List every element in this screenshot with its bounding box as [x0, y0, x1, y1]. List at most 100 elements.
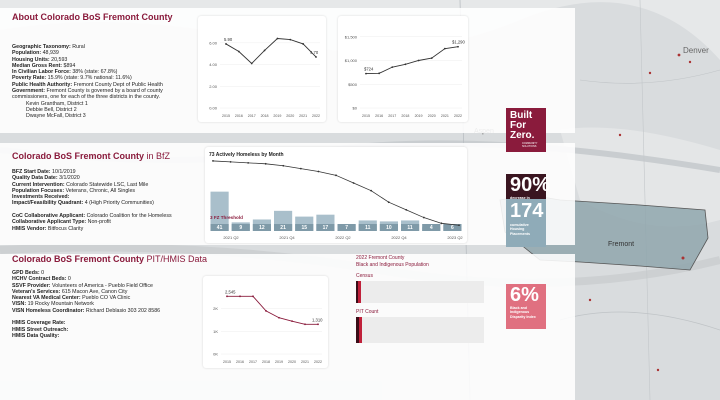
x-tick-label: 2022 — [454, 114, 462, 118]
bfz-details: BFZ Start Date: 10/1/2019 Quality Data Da… — [12, 169, 172, 232]
chart-card-3: 73 Actively Homeless by Month 41 9 12 21 15 17… — [205, 147, 467, 243]
detail-value: 4 (High Priority Communities) — [83, 200, 154, 207]
chart-4: 0K 1K 2K 2015 2016 2017 2018 2019 2020 2021 2022 2,… — [213, 289, 323, 364]
y-tick-label: 0.00 — [209, 106, 218, 111]
detail-key: Poverty Rate: — [12, 75, 47, 82]
detail-key: HMIS Coverage Rate: — [12, 320, 66, 327]
x-tick-label: 2016 — [235, 114, 243, 118]
data-point — [315, 56, 317, 58]
detail-line: Population: 48,939 — [12, 50, 163, 56]
detail-value: 15.9% (state: 9.7% national: 11.6%) — [46, 75, 132, 82]
chart-card-2: $0 $500 $1,000 $1,500 2015 2016 2017 2018 2019 20… — [338, 16, 468, 122]
pit-title-bold: Colorado BoS Fremont County — [12, 254, 144, 264]
chart-2: $0 $500 $1,000 $1,500 2015 2016 2017 2018 2019 20… — [345, 34, 466, 118]
bar-label: 15 — [301, 225, 307, 231]
bipoc-value: 6% — [510, 284, 539, 306]
data-point — [378, 72, 381, 75]
bar — [210, 191, 229, 231]
decrease-line-1: decrease in — [510, 196, 530, 200]
detail-value: Fremont County is governed by a board of… — [44, 88, 163, 95]
detail-key: Median Gross Rent: — [12, 62, 63, 69]
x-tick-label: 2020 — [288, 360, 296, 364]
census-bar — [356, 281, 484, 303]
data-point — [430, 57, 433, 60]
bipoc-line-2: Indigenous — [510, 310, 530, 315]
bar-label-bg — [443, 224, 462, 231]
detail-value: 20,593 — [49, 56, 68, 63]
data-point — [317, 323, 319, 326]
y-tick-label: $1,000 — [345, 58, 358, 63]
x-tick-label: 2021 — [301, 360, 309, 364]
x-tick-label: 2016 — [236, 360, 244, 364]
trend-point — [422, 216, 425, 219]
detail-value: 38% (state: 67.8%) — [70, 69, 118, 76]
chart-card-4: 0K 1K 2K 2015 2016 2017 2018 2019 2020 2021 2022 2,… — [203, 276, 328, 368]
detail-line: HCHV Contract Beds: 0 — [12, 276, 160, 282]
disparity-segment — [356, 317, 359, 343]
y-tick-label: $1,500 — [345, 34, 358, 39]
detail-key: VISN Homeless Coordinator: — [12, 307, 85, 314]
detail-line: VISN: 19 Rocky Mountain Network — [12, 301, 160, 307]
about-section: About Colorado BoS Fremont County Geogra… — [0, 8, 575, 133]
detail-value: 0 — [66, 276, 71, 283]
detail-key: VISN: — [12, 301, 27, 308]
detail-key: HMIS Vendor: — [12, 225, 47, 232]
bfz-logo[interactable]: Built For Zero. COMMUNITY SOLUTIONS — [506, 108, 546, 152]
detail-key: Current Intervention: — [12, 181, 65, 188]
disparity-segment — [358, 281, 361, 303]
bar-label: 11 — [407, 225, 413, 231]
disparity-title-1: 2022 Fremont County — [356, 255, 405, 261]
series-line — [365, 46, 459, 75]
x-tick-label: 2018 — [401, 114, 409, 118]
decrease-value: 90% — [510, 174, 551, 196]
data-point — [304, 323, 306, 326]
detail-key: GPD Beds: — [12, 270, 40, 276]
x-tick-label: 2020 — [428, 114, 436, 118]
last-point-label: 1,310 — [312, 317, 323, 322]
map-label-fremont: Fremont — [608, 241, 635, 248]
chart-3: 73 Actively Homeless by Month 41 9 12 21 15 17… — [209, 152, 463, 240]
detail-key: Quality Data Date: — [12, 175, 58, 182]
x-tick-label: 2022 — [312, 114, 320, 118]
detail-key: Collaborative Applicant Type: — [12, 219, 87, 226]
detail-key: Veteran's Services: — [12, 288, 61, 295]
detail-value: Pueblo CO VA Clinic — [80, 295, 131, 302]
x-tick-label: 2021 — [441, 114, 449, 118]
last-point-label: $1,290 — [452, 40, 465, 45]
trend-line — [212, 160, 460, 226]
detail-line: Quality Data Date: 3/1/2020 — [12, 175, 172, 181]
detail-value: 0 — [39, 270, 45, 276]
series-line — [227, 295, 318, 325]
data-point — [302, 43, 305, 45]
detail-line: HMIS Street Outreach: — [12, 327, 160, 333]
bar-label: 11 — [365, 225, 371, 231]
bar-label-bg — [252, 224, 271, 231]
x-tick-label: 2021 Q4 — [279, 235, 295, 240]
x-tick-label: 2021 Q2 — [223, 235, 239, 240]
bar-label: 9 — [239, 225, 242, 231]
x-tick-label: 2015 — [362, 114, 370, 118]
detail-value: Veterans, Chronic, All Singles — [64, 187, 136, 194]
detail-value: 10/1/2019 — [50, 169, 76, 175]
detail-value: 3/1/2020 — [57, 175, 80, 182]
bipoc-line-1: Black and — [510, 306, 527, 310]
x-tick-label: 2019 — [415, 114, 423, 118]
map-label-denver: Denver — [683, 46, 709, 55]
detail-key: Impact/Feasibility Quadrant: — [12, 200, 84, 207]
series-line — [225, 38, 317, 65]
detail-line: Impact/Feasibility Quadrant: 4 (High Pri… — [12, 200, 172, 206]
trend-point — [405, 208, 408, 211]
data-point — [443, 47, 446, 50]
detail-value: commissioners, one for each of the three… — [12, 94, 160, 101]
census-label: Census — [356, 273, 373, 279]
bfz-logo-line1: Built — [510, 110, 533, 121]
detail-key: Government: — [12, 88, 45, 95]
data-point — [225, 43, 227, 45]
detail-line: HMIS Coverage Rate: — [12, 320, 160, 326]
detail-line: SSVF Provider: Volunteers of America - P… — [12, 283, 160, 289]
first-point-label: $724 — [364, 67, 374, 72]
detail-value: 19 Rocky Mountain Network — [26, 301, 94, 308]
trend-point — [212, 160, 214, 162]
disparity-segment — [356, 281, 359, 303]
detail-line: CoC Collaborative Applicant: Colorado Co… — [12, 213, 172, 219]
